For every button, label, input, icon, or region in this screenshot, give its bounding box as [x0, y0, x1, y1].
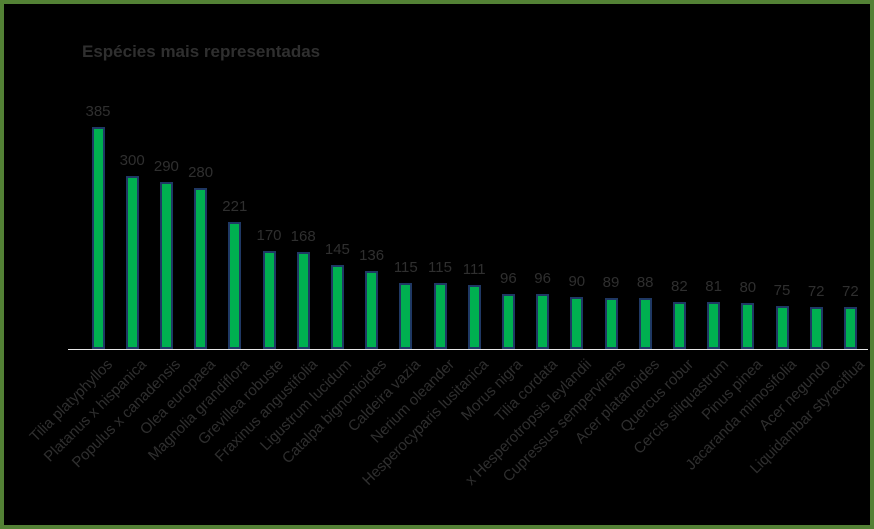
bar [741, 303, 755, 349]
bar [467, 285, 481, 349]
bar-value-label: 290 [153, 158, 179, 175]
bar [194, 188, 208, 349]
bar-value-label: 89 [602, 274, 620, 291]
chart-title: Espécies mais representadas [82, 42, 321, 61]
bar-value-label: 96 [500, 270, 517, 287]
bar [809, 307, 823, 349]
bar-value-label: 280 [188, 164, 214, 181]
bar-value-label: 168 [290, 228, 316, 245]
bar-value-label: 96 [534, 270, 551, 287]
bar-value-label: 300 [119, 152, 145, 169]
bar [296, 252, 310, 349]
bar [159, 182, 173, 349]
bar [365, 271, 379, 349]
bar-value-label: 221 [222, 198, 248, 215]
bar-value-label: 80 [739, 279, 757, 296]
bar [91, 127, 105, 349]
bar [536, 294, 550, 349]
bar-value-label: 72 [842, 283, 859, 300]
bar [262, 251, 276, 349]
bar-value-label: 72 [807, 283, 825, 300]
bar [330, 265, 344, 349]
bar [399, 283, 413, 349]
bar [604, 298, 618, 349]
bar [228, 222, 242, 349]
bar-value-label: 111 [462, 261, 486, 278]
bar-value-label: 82 [671, 278, 688, 295]
bar [433, 283, 447, 349]
bar-value-label: 88 [636, 274, 654, 291]
bar-value-label: 145 [324, 241, 350, 258]
bar [638, 298, 652, 349]
bar-value-label: 75 [773, 282, 791, 299]
bar [570, 297, 584, 349]
bar-value-label: 385 [85, 103, 111, 120]
bar [125, 176, 139, 349]
bar-value-label: 115 [393, 259, 418, 276]
bar [501, 294, 515, 349]
bar [672, 302, 686, 349]
bar-value-label: 136 [359, 247, 385, 264]
bar-value-label: 90 [568, 273, 586, 290]
bar-value-label: 170 [256, 227, 282, 244]
plot-area: Tilia platyphyllos Platanus x hispanica Po… [4, 4, 870, 525]
bar-value-label: 115 [428, 259, 452, 276]
bar [843, 307, 857, 349]
bar [775, 306, 789, 349]
bar [707, 302, 721, 349]
x-axis-line [68, 349, 868, 350]
bar-value-label: 81 [705, 278, 722, 295]
